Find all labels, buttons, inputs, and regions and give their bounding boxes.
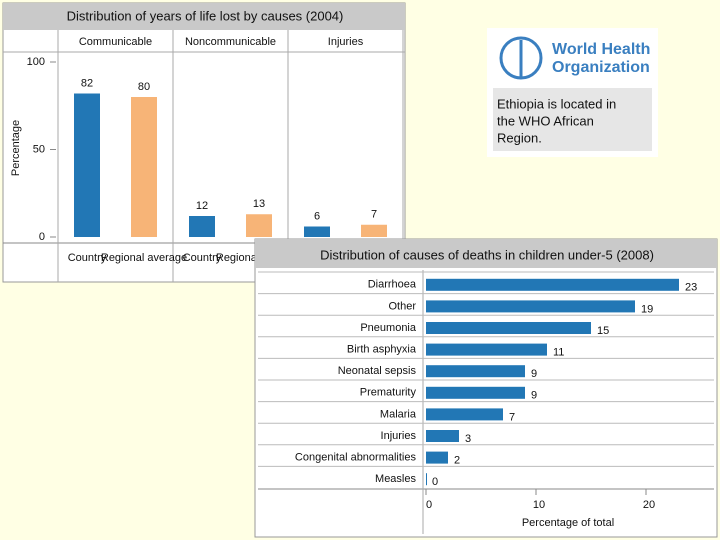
value-label: 19 — [641, 303, 653, 315]
group-label: Communicable — [79, 36, 152, 48]
y-tick-label: Pneumonia — [360, 322, 417, 334]
x-tick-label: 10 — [533, 499, 545, 511]
bar — [426, 343, 547, 356]
y-tick-label: 50 — [33, 143, 45, 155]
y-axis-label: Percentage — [10, 120, 22, 176]
bar — [361, 224, 387, 237]
bar — [426, 430, 459, 442]
value-label: 82 — [81, 77, 93, 89]
chart-panel: Distribution of years of life lost by ca… — [2, 2, 417, 283]
note-text: Region. — [497, 130, 542, 145]
title-bar — [3, 3, 405, 30]
title-bar — [255, 239, 717, 268]
value-label: 9 — [531, 390, 537, 402]
bar — [246, 214, 272, 237]
x-tick-label: Country — [183, 252, 222, 264]
note-text: the WHO African — [497, 113, 594, 128]
chart-title: Distribution of causes of deaths in chil… — [320, 247, 654, 262]
value-label: 2 — [454, 455, 460, 467]
value-label: 23 — [685, 282, 697, 294]
value-label: 3 — [465, 433, 471, 445]
note-panel — [493, 88, 652, 151]
value-label: 0 — [432, 476, 438, 488]
x-tick-label: Regional average — [101, 252, 187, 264]
y-tick-label: Other — [388, 300, 416, 312]
y-tick-label: Measles — [375, 473, 416, 485]
y-tick-label: Neonatal sepsis — [338, 365, 417, 377]
group-label: Noncommunicable — [185, 36, 276, 48]
y-tick-label: Diarrhoea — [368, 279, 417, 291]
value-label: 15 — [597, 325, 609, 337]
chart-title: Distribution of years of life lost by ca… — [67, 8, 344, 23]
info-box: World Health Organization Ethiopia is lo… — [487, 28, 658, 157]
value-label: 12 — [196, 200, 208, 212]
bar — [426, 322, 591, 334]
y-tick-label: Prematurity — [360, 387, 417, 399]
value-label: 7 — [371, 209, 377, 221]
y-tick-label: Birth asphyxia — [347, 344, 417, 356]
bar — [426, 473, 427, 486]
note-text: Ethiopia is located in — [497, 96, 616, 111]
value-label: 13 — [253, 198, 265, 210]
chart-panel: Distribution of causes of deaths in chil… — [254, 238, 718, 538]
bar — [426, 451, 448, 464]
logo-text: World Health — [552, 41, 650, 58]
bar — [304, 226, 330, 237]
value-label: 7 — [509, 411, 515, 423]
bar — [426, 386, 525, 399]
group-label: Injuries — [328, 36, 364, 48]
y-tick-label: 100 — [27, 56, 45, 68]
value-label: 80 — [138, 81, 150, 93]
y-tick-label: Congenital abnormalities — [295, 452, 417, 464]
bar — [131, 97, 157, 237]
value-label: 11 — [553, 347, 564, 359]
y-tick-label: 0 — [39, 231, 45, 243]
bar — [426, 408, 503, 421]
x-tick-label: 0 — [426, 499, 432, 511]
logo-text: Organization — [552, 59, 650, 76]
x-tick-label: 20 — [643, 499, 655, 511]
bar — [426, 278, 679, 291]
bar — [74, 93, 100, 237]
x-axis-label: Percentage of total — [522, 517, 614, 529]
bar — [426, 300, 635, 313]
y-tick-label: Injuries — [381, 430, 417, 442]
y-tick-label: Malaria — [380, 408, 417, 420]
bar — [189, 216, 215, 237]
value-label: 6 — [314, 210, 320, 222]
value-label: 9 — [531, 368, 537, 380]
bar — [426, 365, 525, 378]
x-tick-label: Country — [68, 252, 107, 264]
